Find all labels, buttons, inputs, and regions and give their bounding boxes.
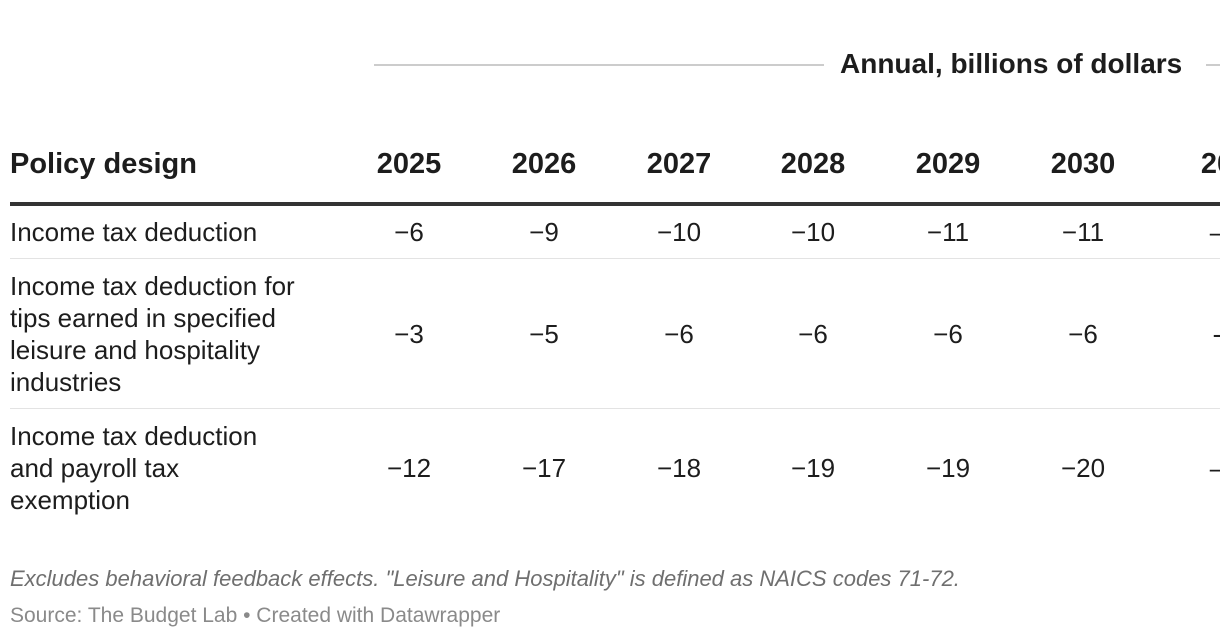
column-header-year: 2029 (915, 148, 981, 180)
table-cell: −12 (386, 453, 432, 483)
row-divider (10, 408, 1220, 409)
table-cell: −20 (1060, 453, 1106, 483)
table-cell: −6 (798, 319, 828, 349)
table-cell: −17 (521, 453, 567, 483)
data-table: Policy design 2025 2026 2027 2028 2029 2030 20… (0, 140, 1220, 530)
column-header-year: 2030 (1050, 148, 1116, 180)
table-cell: −6 (1068, 319, 1098, 349)
table-cell: −6 (933, 319, 963, 349)
group-header-rule-right (1206, 64, 1220, 66)
chart-source: Source: The Budget Lab • Created with Da… (10, 604, 501, 627)
column-header-year: 2028 (780, 148, 846, 180)
table-cell: −11 (926, 217, 970, 247)
table-cell: −5 (529, 319, 559, 349)
table-cell: - (1150, 318, 1220, 350)
row-label: Income tax deduction for tips earned in … (10, 271, 295, 397)
table-cell: −19 (925, 453, 971, 483)
table-cell: −19 (790, 453, 836, 483)
row-divider (10, 258, 1220, 259)
table-cell: −6 (394, 217, 424, 247)
chart-notes: Excludes behavioral feedback effects. "L… (10, 566, 960, 591)
column-header-year: 20 (1200, 148, 1220, 180)
header-rule (10, 202, 1220, 206)
table-cell: −9 (529, 217, 559, 247)
column-header-year: 2025 (376, 148, 442, 180)
table-cell: – (1150, 452, 1220, 484)
table-cell: −10 (656, 217, 702, 247)
table-cell: −11 (1061, 217, 1105, 247)
group-header-rule-left (374, 64, 824, 66)
column-header-year: 2026 (511, 148, 577, 180)
table-cell: −10 (790, 217, 836, 247)
table-cell: −18 (656, 453, 702, 483)
column-header-policy-design: Policy design (10, 148, 197, 180)
row-label: Income tax deduction and payroll tax exe… (10, 421, 258, 515)
row-label: Income tax deduction (10, 217, 258, 247)
group-header-label: Annual, billions of dollars (840, 48, 1183, 79)
column-group-header: Annual, billions of dollars (374, 44, 1220, 84)
table-cell: −3 (394, 319, 424, 349)
table-cell: −6 (664, 319, 694, 349)
column-header-year: 2027 (646, 148, 712, 180)
table-cell: – (1150, 216, 1220, 248)
